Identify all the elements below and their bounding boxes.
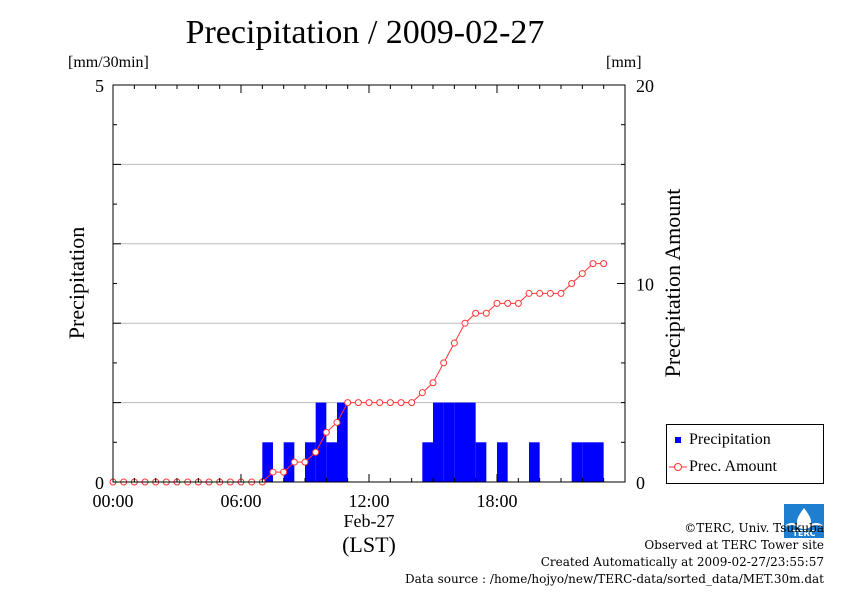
chart-title: Precipitation / 2009-02-27 <box>185 14 545 51</box>
amount-point <box>546 289 554 297</box>
axis-ticks <box>112 84 626 483</box>
footer-created: Created Automatically at 2009-02-27/23:5… <box>540 555 824 569</box>
precipitation-bar <box>582 442 593 482</box>
precipitation-bar <box>571 442 583 482</box>
precipitation-bar <box>593 442 604 482</box>
right-unit-label: [mm] <box>606 54 642 71</box>
amount-point <box>461 319 469 327</box>
footer-source: Data source : /home/hojyo/new/TERC-data/… <box>405 572 824 586</box>
logo-text: TERC <box>793 529 816 538</box>
amount-point <box>429 379 437 387</box>
amount-point <box>290 458 298 466</box>
y2-axis-label: Precipitation Amount <box>660 189 685 378</box>
tick-labels: 00:00 06:00 12:00 18:00 0 5 0 10 20 <box>92 76 654 511</box>
amount-point <box>333 418 341 426</box>
x-tick-label: 00:00 <box>92 491 133 511</box>
x-tick-label: 18:00 <box>476 491 517 511</box>
precipitation-bar <box>305 442 316 482</box>
amount-point <box>354 399 362 407</box>
amount-point <box>589 260 597 268</box>
y-tick-label: 0 <box>95 473 104 493</box>
amount-point <box>365 399 373 407</box>
amount-point <box>472 309 480 317</box>
amount-point <box>525 289 533 297</box>
amount-point <box>280 468 288 476</box>
precipitation-bar <box>475 442 487 482</box>
precipitation-bar <box>497 442 508 482</box>
terc-logo-icon: TERC <box>784 504 824 538</box>
amount-point <box>301 458 309 466</box>
legend-item-amount: Prec. Amount <box>667 457 823 477</box>
precipitation-bars <box>262 402 604 482</box>
date-label: Feb-27 <box>344 511 395 531</box>
amount-point <box>493 299 501 307</box>
amount-point <box>514 299 522 307</box>
amount-point <box>440 359 448 367</box>
amount-point <box>344 399 352 407</box>
precipitation-bar <box>337 402 348 482</box>
precipitation-bar <box>433 402 444 482</box>
amount-point <box>312 448 320 456</box>
amount-point <box>578 270 586 278</box>
amount-point <box>450 339 458 347</box>
precipitation-bar <box>422 442 433 482</box>
footer-copyright: ©TERC, Univ. Tsukuba <box>684 521 824 535</box>
legend-label-precipitation: Precipitation <box>689 431 771 448</box>
amount-point <box>376 399 384 407</box>
amount-point <box>568 280 576 287</box>
footer-observed: Observed at TERC Tower site <box>644 538 824 552</box>
bar-swatch-icon <box>675 437 681 443</box>
y2-tick-label: 10 <box>636 275 654 295</box>
amount-point <box>408 399 416 407</box>
precipitation-bar <box>529 442 540 482</box>
amount-point <box>386 399 394 407</box>
precipitation-bar <box>326 442 337 482</box>
legend-item-precipitation: Precipitation <box>667 430 823 450</box>
grid-lines <box>113 163 625 404</box>
plot-frame <box>112 84 626 483</box>
line-swatch-icon <box>669 463 687 471</box>
amount-point <box>397 399 405 407</box>
x-tick-label: 12:00 <box>348 491 389 511</box>
y-tick-label: 5 <box>95 76 104 96</box>
precipitation-bar <box>283 442 295 482</box>
left-unit-label: [mm/30min] <box>68 54 149 71</box>
precipitation-bar <box>262 442 273 482</box>
x-axis-label: (LST) <box>342 532 396 557</box>
legend: Precipitation Prec. Amount <box>666 424 824 484</box>
amount-point <box>418 389 426 397</box>
precipitation-bar <box>454 402 465 482</box>
precipitation-bar <box>465 402 476 482</box>
legend-label-amount: Prec. Amount <box>689 458 777 475</box>
amount-point <box>504 299 512 307</box>
y2-tick-label: 0 <box>636 473 645 493</box>
amount-point <box>269 468 277 476</box>
x-tick-label: 06:00 <box>220 491 261 511</box>
amount-point <box>557 289 565 297</box>
precipitation-bar <box>443 402 455 482</box>
y2-tick-label: 20 <box>636 76 654 96</box>
y-axis-label: Precipitation <box>64 227 89 339</box>
amount-point <box>482 309 490 317</box>
amount-point <box>600 260 608 268</box>
amount-point <box>536 289 544 297</box>
amount-point <box>322 428 330 436</box>
